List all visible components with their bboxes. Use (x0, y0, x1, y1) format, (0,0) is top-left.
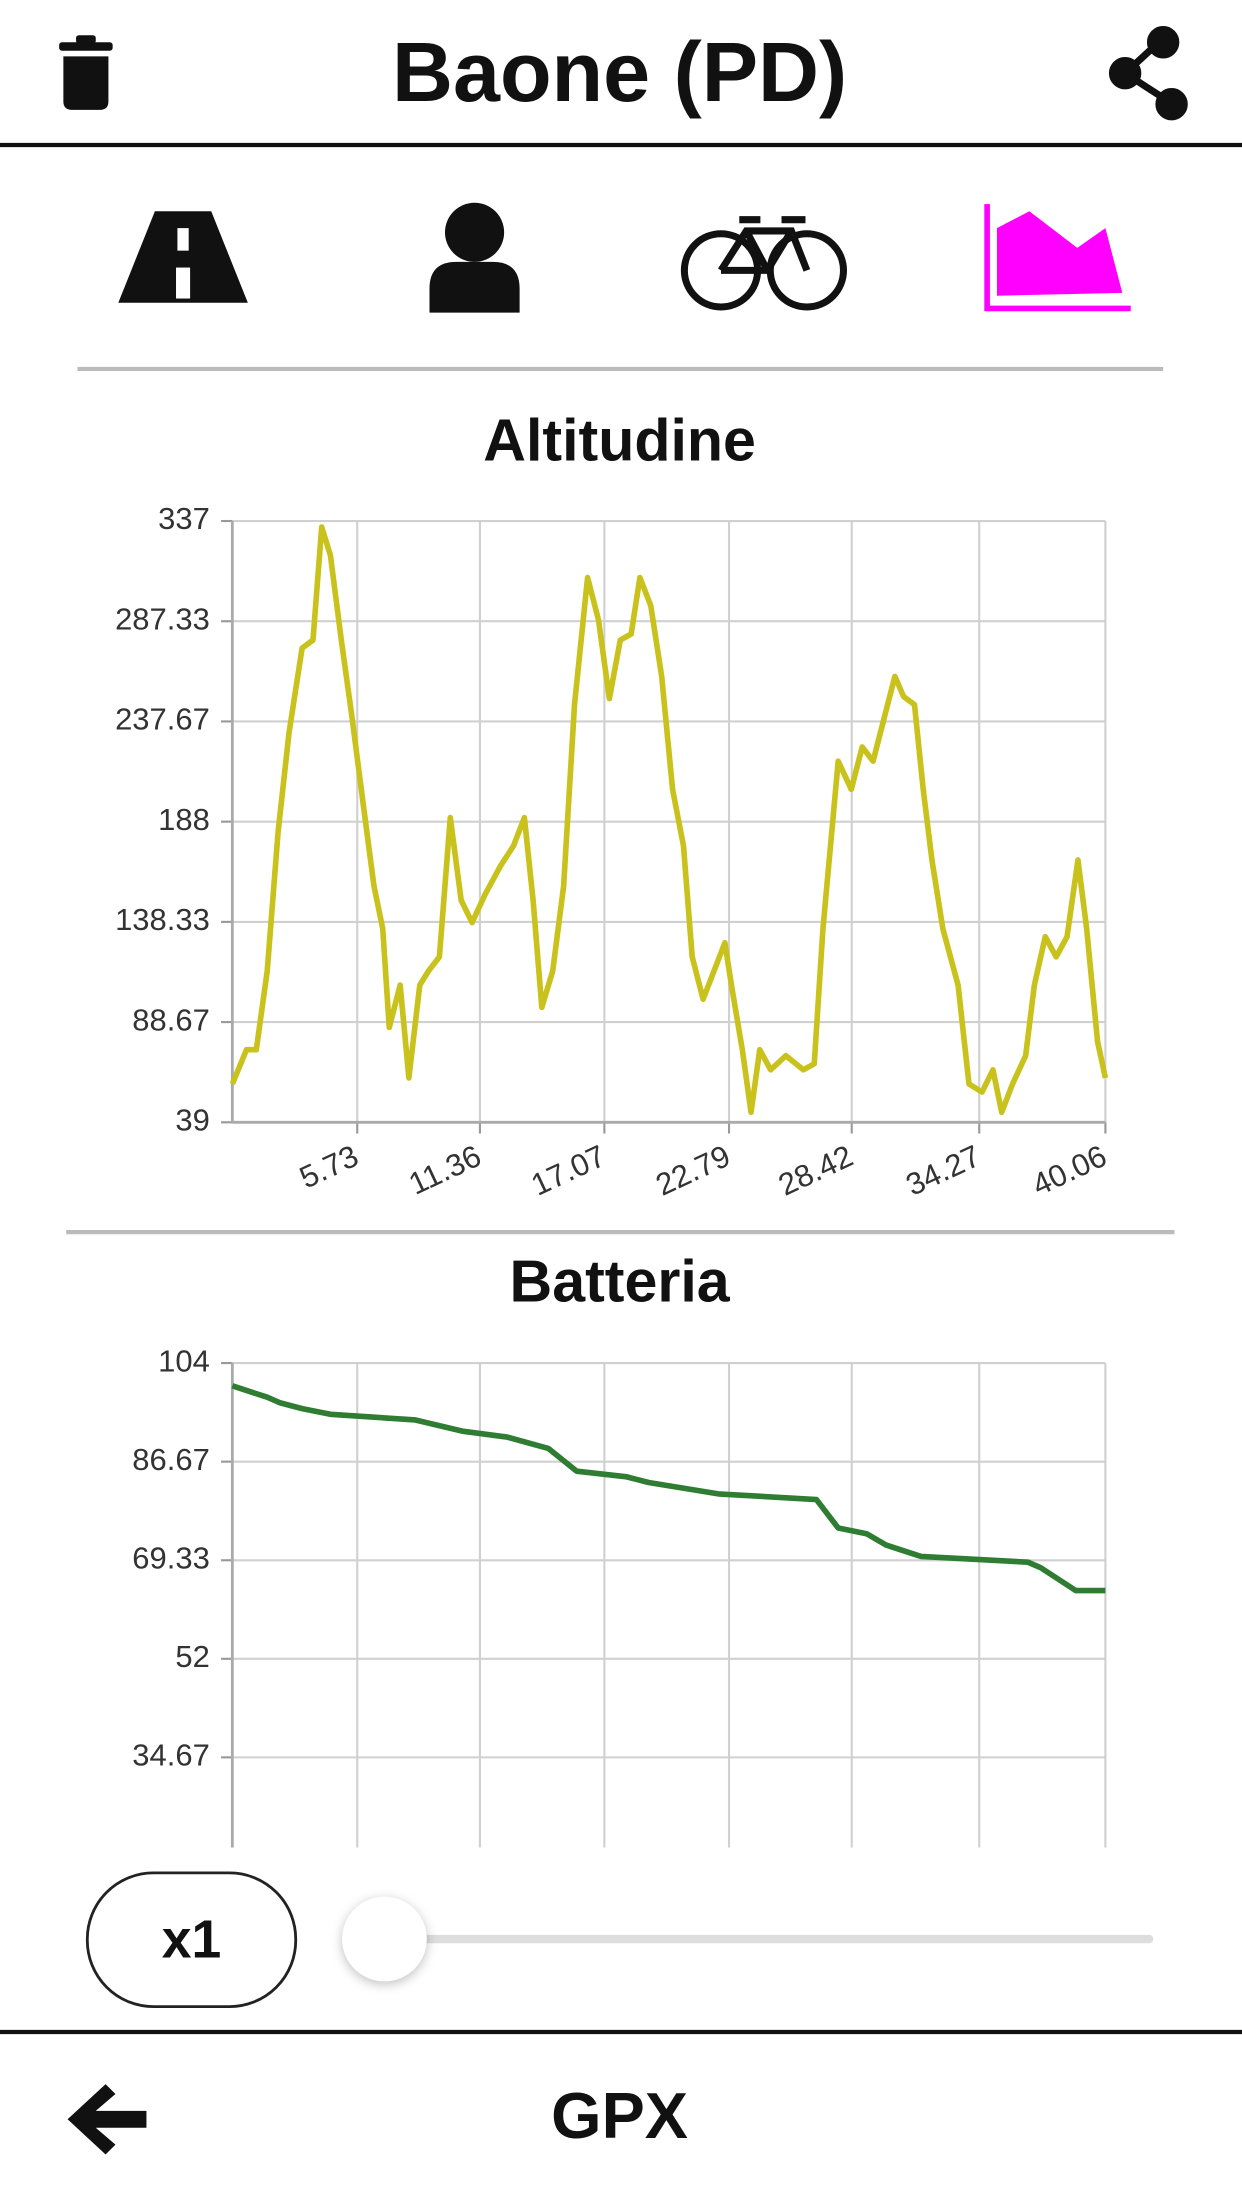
user-tab[interactable] (429, 202, 520, 313)
road-tab[interactable] (118, 211, 248, 303)
y-tick-label: 34.67 (132, 1738, 210, 1773)
y-tick-label: 287.33 (115, 601, 210, 636)
trash-button[interactable] (59, 35, 113, 110)
chart: 39 88.67 138.33 188 237.67 287.33 337 5.73 11.36… (115, 501, 1112, 1202)
x-tick-label: 5.73 (294, 1138, 363, 1195)
speed-label: x1 (162, 1910, 222, 1969)
line-series (231, 1383, 1106, 1594)
charts: Altitudine 39 88.67 138.33 188 237.67 287.33 33… (115, 407, 1112, 1848)
speed-button[interactable] (85, 1871, 298, 2009)
chart: 34.67 52 69.33 86.67 104 (132, 1343, 1107, 1848)
x-tick-label: 28.42 (773, 1138, 858, 1202)
y-tick-label: 237.67 (115, 702, 210, 737)
y-tick-label: 337 (158, 501, 210, 536)
x-tick-label: 34.27 (901, 1138, 986, 1202)
y-tick-label: 138.33 (115, 902, 210, 937)
y-tick-label: 39 (175, 1102, 209, 1137)
y-tick-label: 188 (158, 802, 210, 837)
line-series (229, 524, 1109, 1116)
y-tick-label: 104 (158, 1343, 210, 1378)
x-tick-label: 40.06 (1027, 1138, 1112, 1202)
x-tick-label: 11.36 (403, 1138, 486, 1202)
y-tick-label: 69.33 (132, 1540, 210, 1575)
chart-title: Altitudine (483, 407, 756, 474)
x-tick-label: 22.79 (650, 1138, 735, 1202)
footer-title: GPX (551, 2079, 688, 2152)
x-tick-label: 17.07 (526, 1138, 611, 1202)
share-button[interactable] (1108, 26, 1188, 121)
y-tick-label: 86.67 (132, 1442, 210, 1477)
chart-title: Batteria (510, 1247, 731, 1314)
page-title: Baone (PD) (392, 25, 847, 119)
y-tick-label: 52 (175, 1639, 209, 1674)
back-button[interactable] (67, 2084, 147, 2155)
slider-knob[interactable] (342, 1896, 427, 1982)
y-tick-label: 88.67 (132, 1002, 210, 1037)
chart-tab[interactable] (984, 204, 1131, 312)
bike-tab[interactable] (680, 216, 848, 311)
